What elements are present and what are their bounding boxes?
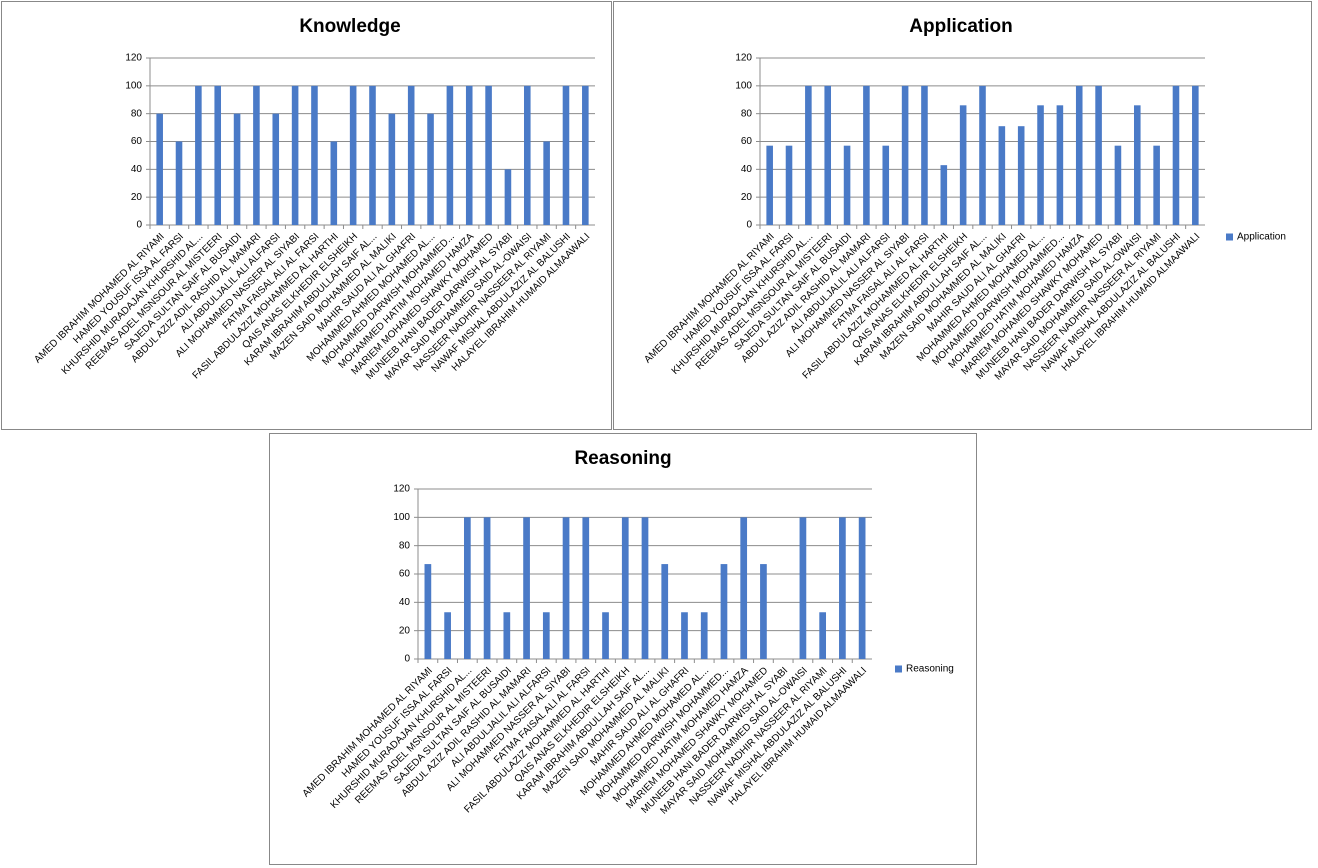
y-tick-label: 80	[741, 108, 753, 119]
bar	[681, 612, 688, 659]
y-tick-label: 80	[131, 108, 143, 119]
bar	[979, 85, 986, 225]
y-tick-label: 120	[393, 484, 410, 495]
y-tick-label: 40	[131, 164, 143, 175]
bar	[485, 85, 492, 225]
bar	[504, 169, 512, 225]
y-tick-label: 0	[136, 220, 142, 231]
bar	[921, 85, 928, 225]
bar	[253, 85, 260, 225]
chart-title: Application	[909, 16, 1012, 37]
bar	[291, 85, 299, 225]
bar	[785, 145, 793, 225]
y-tick-label: 120	[735, 53, 752, 64]
bar	[799, 517, 807, 659]
bar	[805, 85, 812, 225]
bar	[483, 517, 491, 659]
bar	[1037, 105, 1044, 225]
bar	[1075, 85, 1083, 225]
bar	[444, 612, 451, 659]
bar	[700, 612, 708, 659]
bar	[233, 113, 241, 225]
legend-swatch	[1226, 233, 1233, 241]
bar	[330, 141, 338, 225]
bar	[1114, 145, 1122, 225]
legend-label: Reasoning	[906, 664, 954, 675]
y-tick-label: 60	[399, 569, 411, 580]
bar	[463, 517, 471, 659]
bar	[819, 612, 827, 659]
y-tick-label: 80	[399, 540, 411, 551]
bar	[407, 85, 415, 225]
bar	[863, 85, 870, 225]
y-tick-label: 60	[741, 136, 753, 147]
bar	[349, 85, 357, 225]
bar	[641, 517, 649, 659]
bar	[1017, 126, 1025, 225]
y-tick-label: 120	[125, 53, 142, 64]
bar	[542, 612, 550, 659]
bar	[843, 145, 851, 225]
bar	[195, 85, 202, 225]
y-tick-label: 20	[131, 192, 143, 203]
bar	[582, 85, 589, 225]
bar	[311, 85, 318, 225]
bar	[824, 85, 832, 225]
bar	[766, 145, 773, 225]
bar	[446, 85, 454, 225]
chart-title: Reasoning	[574, 448, 671, 469]
y-tick-label: 100	[735, 80, 752, 91]
bar	[465, 85, 473, 225]
legend-label: Application	[1237, 232, 1286, 243]
bar	[427, 113, 434, 225]
y-tick-label: 0	[746, 220, 752, 231]
bar	[1095, 85, 1102, 225]
bar	[503, 612, 511, 659]
y-tick-label: 100	[393, 512, 410, 523]
bar	[621, 517, 629, 659]
y-tick-label: 40	[399, 597, 411, 608]
bar	[720, 564, 728, 659]
bar	[424, 564, 432, 659]
bar	[543, 141, 550, 225]
y-tick-label: 100	[125, 80, 142, 91]
bar	[839, 517, 846, 659]
bar	[959, 105, 967, 225]
y-tick-label: 20	[741, 192, 753, 203]
bar	[156, 113, 163, 225]
bar	[740, 517, 748, 659]
y-tick-label: 0	[404, 654, 410, 665]
bar	[858, 517, 866, 659]
bar	[523, 517, 530, 659]
bar	[940, 165, 948, 225]
y-tick-label: 20	[399, 625, 411, 636]
bar	[562, 85, 570, 225]
bar	[998, 126, 1006, 225]
chart-title: Knowledge	[299, 16, 400, 37]
bar	[175, 141, 183, 225]
bar	[582, 517, 590, 659]
bar	[1172, 85, 1180, 225]
bar	[369, 85, 376, 225]
bar	[523, 85, 531, 225]
bar	[1056, 105, 1064, 225]
bar	[1133, 105, 1141, 225]
y-tick-label: 60	[131, 136, 143, 147]
bar	[388, 113, 396, 225]
bar	[1192, 85, 1199, 225]
bar	[272, 113, 280, 225]
bar	[661, 564, 669, 659]
bar	[760, 564, 767, 659]
y-tick-label: 40	[741, 164, 753, 175]
bar	[214, 85, 222, 225]
legend-swatch	[895, 665, 902, 673]
bar	[1153, 145, 1160, 225]
bar	[562, 517, 570, 659]
bar	[602, 612, 609, 659]
bar	[882, 145, 890, 225]
bar	[901, 85, 909, 225]
